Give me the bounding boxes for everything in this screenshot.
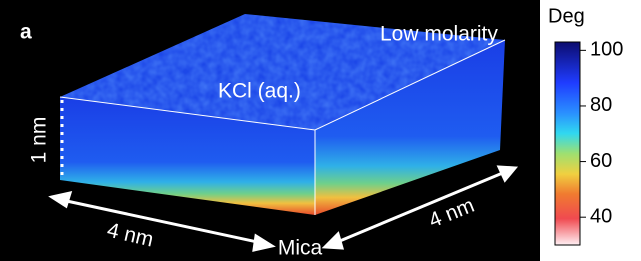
- colorbar-tick-label: 80: [590, 94, 612, 116]
- colorbar-tick-label: 60: [590, 150, 612, 172]
- solution-label: KCl (aq.): [218, 80, 301, 103]
- page: a Low molarity KCl (aq.) 1 nm 4 nm 4 nm …: [0, 0, 641, 261]
- colorbar: [555, 42, 580, 245]
- substrate-label: Mica: [278, 237, 323, 260]
- condition: Low molarity: [380, 23, 498, 46]
- colorbar-tick-label: 100: [590, 39, 623, 61]
- colorbar-label: Deg: [548, 5, 585, 27]
- colorbar-tick-label: 40: [590, 205, 612, 227]
- panel-label: a: [20, 21, 32, 44]
- figure: a Low molarity KCl (aq.) 1 nm 4 nm 4 nm …: [0, 0, 641, 261]
- height-label: 1 nm: [28, 117, 51, 164]
